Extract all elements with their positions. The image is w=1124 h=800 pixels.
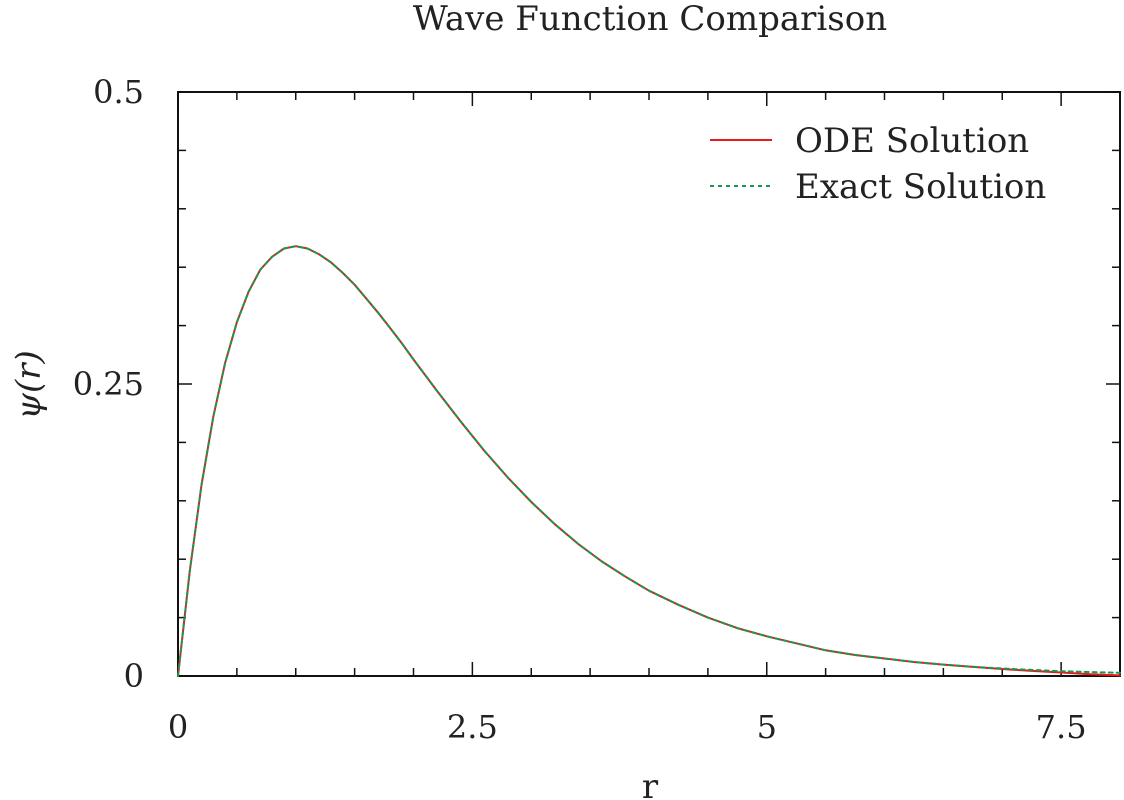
y-tick-label: 0.5 (93, 73, 144, 111)
legend-label-ode-solution: ODE Solution (795, 121, 1029, 161)
legend-label-exact-solution: Exact Solution (795, 167, 1046, 207)
x-axis-ticks: 0 2.5 5 7.5 (168, 92, 1121, 746)
series-line-ode-solution (177, 245, 1121, 677)
x-tick-label: 2.5 (447, 708, 498, 746)
series-line-exact-solution (177, 245, 1121, 677)
x-tick-label: 7.5 (1036, 708, 1087, 746)
y-tick-label: 0 (124, 657, 144, 695)
x-axis-label: r (642, 767, 659, 800)
chart-title: Wave Function Comparison (413, 0, 887, 39)
x-tick-label: 5 (757, 708, 777, 746)
legend: ODE Solution Exact Solution (710, 121, 1046, 207)
y-axis-ticks: 0 0.25 0.5 (73, 73, 1120, 695)
series-layer (177, 245, 1121, 677)
y-tick-label: 0.25 (73, 365, 144, 403)
y-axis-label: ψ(r) (9, 350, 49, 419)
x-tick-label: 0 (168, 708, 188, 746)
